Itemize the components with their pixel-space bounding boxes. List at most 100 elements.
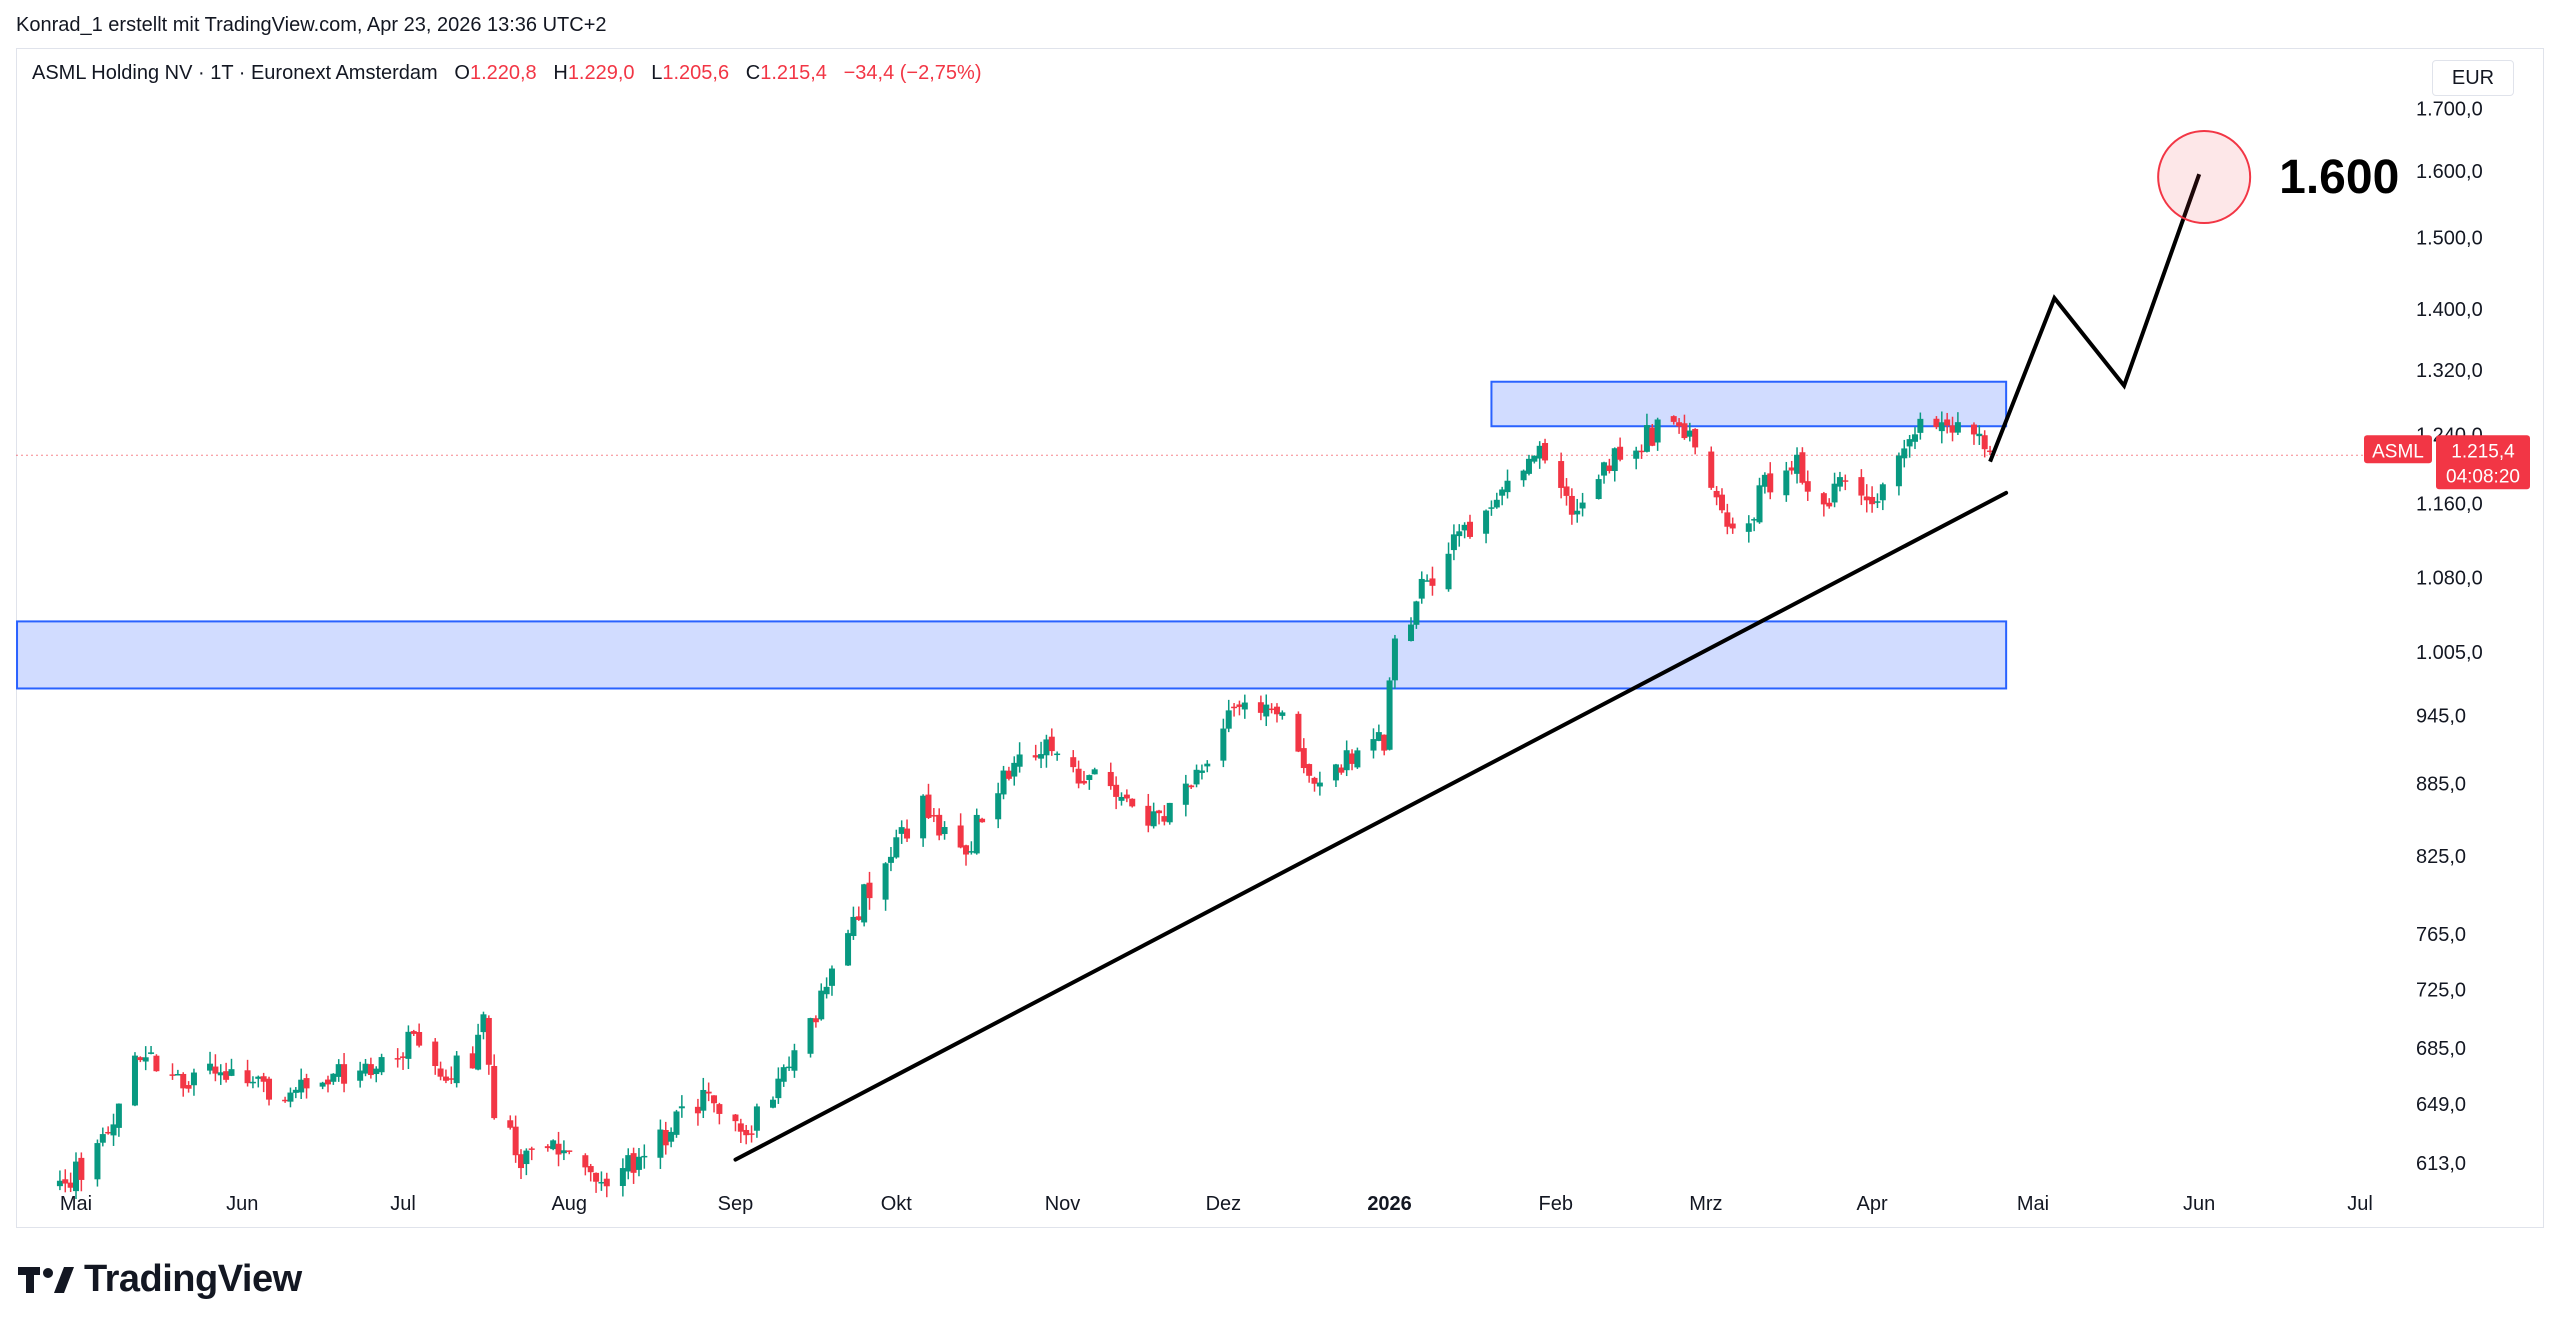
candle-body-39 (341, 1064, 348, 1084)
candle-body-205 (1595, 479, 1602, 500)
y-tick-label-12: 765,0 (2416, 924, 2466, 946)
candle-body-243 (1874, 501, 1881, 503)
tradingview-logo-icon (18, 1265, 74, 1295)
candle-body-82 (668, 1131, 675, 1142)
candle-body-168 (1311, 777, 1318, 784)
candle-body-110 (882, 863, 889, 900)
candle-body-103 (823, 986, 830, 995)
close-value: 1.215,4 (760, 62, 827, 84)
x-tick-label-14: Jul (2347, 1193, 2373, 1215)
y-tick-label-14: 685,0 (2416, 1038, 2466, 1060)
candle-body-256 (1976, 433, 1983, 437)
y-tick-label-3: 1.400,0 (2416, 299, 2483, 321)
candle-body-86 (700, 1089, 707, 1111)
candle-body-21 (212, 1066, 219, 1074)
x-tick-label-4: Sep (718, 1193, 754, 1215)
candle-body-77 (630, 1153, 637, 1173)
x-tick-label-13: Jun (2183, 1193, 2215, 1215)
candle-body-108 (861, 884, 868, 923)
x-tick-label-0: Mai (60, 1193, 92, 1215)
low-value: 1.205,6 (662, 62, 730, 84)
candle-body-85 (694, 1106, 701, 1114)
candle-body-212 (1643, 425, 1650, 452)
candle-body-118 (936, 814, 943, 836)
zone-rectangle-1 (1490, 380, 2008, 428)
candle-body-213 (1649, 427, 1656, 446)
candle-body-46 (400, 1056, 407, 1058)
candle-body-121 (963, 845, 970, 855)
candle-body-155 (1220, 728, 1227, 761)
candle-body-97 (780, 1067, 787, 1082)
candle-body-57 (480, 1014, 487, 1033)
candle-body-25 (244, 1070, 251, 1084)
candle-body-248 (1911, 434, 1918, 442)
x-tick-label-9: Feb (1539, 1193, 1573, 1215)
candle-body-128 (1011, 762, 1018, 777)
high-label: H (553, 62, 568, 84)
candle-body-112 (893, 837, 900, 858)
currency-selector[interactable]: EUR (2432, 60, 2514, 96)
open-value: 1.220,8 (469, 62, 537, 84)
candle-body-216 (1676, 422, 1683, 427)
candle-body-185 (1445, 553, 1452, 590)
candle-body-245 (1895, 455, 1902, 487)
candle-body-107 (855, 916, 862, 920)
candle-body-140 (1107, 771, 1114, 787)
symbol-title[interactable]: ASML Holding NV · 1T · Euronext Amsterda… (32, 62, 438, 84)
candle-body-198 (1536, 445, 1543, 459)
candle-body-139 (1091, 769, 1098, 775)
candle-body-98 (786, 1066, 793, 1069)
candle-body-130 (1032, 755, 1039, 758)
candle-body-251 (1938, 422, 1945, 432)
candle-body-253 (1949, 425, 1956, 433)
chart-credit: Konrad_1 erstellt mit TradingView.com, A… (16, 14, 607, 36)
candle-body-204 (1579, 502, 1586, 509)
y-tick-label-6: 1.160,0 (2416, 494, 2483, 516)
price-tag-bg (2436, 435, 2530, 490)
candle-body-255 (1970, 424, 1977, 435)
candle-body-58 (485, 1017, 492, 1065)
candle-body-44 (378, 1057, 385, 1073)
candle-body-113 (898, 827, 905, 834)
candle-body-28 (260, 1076, 267, 1082)
candle-body-66 (550, 1140, 557, 1150)
candle-body-69 (566, 1150, 573, 1152)
y-tick-label-0: 1.700,0 (2416, 98, 2483, 120)
candle-body-193 (1499, 489, 1506, 496)
candle-body-225 (1745, 523, 1752, 532)
tradingview-logo[interactable]: TradingView (18, 1258, 302, 1301)
candle-body-208 (1611, 448, 1618, 472)
candle-body-124 (979, 818, 986, 823)
candle-body-78 (635, 1156, 642, 1170)
trend-line (733, 490, 2009, 1162)
candle-body-137 (1080, 780, 1087, 784)
candle-body-217 (1681, 423, 1688, 439)
candle-body-211 (1638, 450, 1645, 453)
symbol-tag-bg (2364, 435, 2432, 464)
candle-body-189 (1466, 521, 1473, 537)
candle-body-24 (228, 1069, 235, 1076)
x-tick-label-12: Mai (2017, 1193, 2049, 1215)
candle-body-214 (1654, 419, 1661, 443)
candle-body-109 (866, 882, 873, 899)
candle-body-196 (1525, 458, 1532, 474)
candle-body-20 (207, 1063, 214, 1071)
candle-body-158 (1236, 704, 1243, 707)
candle-body-7 (105, 1131, 112, 1134)
candle-body-257 (1981, 435, 1988, 450)
candle-body-231 (1788, 467, 1795, 471)
candle-body-117 (930, 815, 937, 817)
candle-body-210 (1633, 450, 1640, 459)
candle-body-89 (716, 1104, 723, 1114)
symbol-tag: ASML (2372, 441, 2424, 462)
candle-body-132 (1043, 739, 1050, 756)
candle-body-163 (1273, 706, 1280, 715)
candle-body-218 (1686, 430, 1693, 437)
candle-body-221 (1713, 490, 1720, 498)
candle-body-197 (1531, 455, 1538, 462)
candle-body-63 (523, 1150, 530, 1165)
candle-body-178 (1386, 680, 1393, 750)
candle-body-237 (1831, 483, 1838, 503)
candle-body-93 (748, 1133, 755, 1135)
